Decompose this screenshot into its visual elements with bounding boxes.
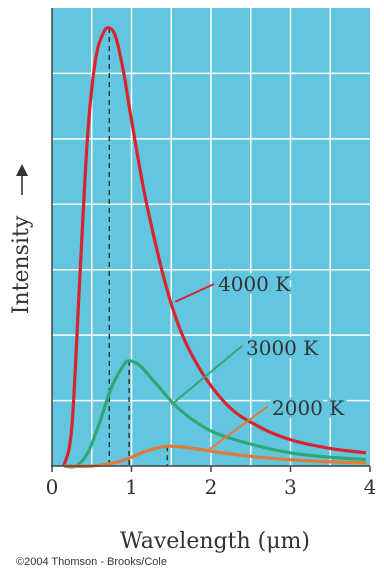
x-tick-label: 3: [284, 475, 297, 499]
grid: [52, 8, 370, 466]
series-label-0: 4000 K: [218, 272, 291, 296]
x-tick-label: 1: [125, 475, 138, 499]
label-leader-2: [206, 405, 269, 452]
series-line-2: [63, 444, 367, 468]
series-layer: [62, 26, 367, 469]
x-axis-title: Wavelength (μm): [120, 529, 310, 554]
label-leader-1: [170, 345, 243, 406]
series-label-1: 3000 K: [246, 336, 319, 360]
label-leader-0: [174, 283, 215, 303]
y-axis-title: Intensity: [9, 215, 34, 314]
series-line-0: [62, 26, 367, 467]
axes: 0 1 2 3 4: [46, 8, 377, 499]
x-tick-label: 2: [205, 475, 218, 499]
series-line-1: [63, 359, 367, 469]
y-axis-title-group: Intensity: [9, 164, 34, 314]
curve-labels: 4000 K 3000 K 2000 K: [170, 269, 348, 452]
copyright-notice: ©2004 Thomson - Brooks/Cole: [16, 556, 167, 568]
series-label-2: 2000 K: [272, 396, 345, 420]
x-tick-label: 0: [46, 475, 59, 499]
x-tick-label: 4: [364, 475, 377, 499]
y-axis-arrow-icon: [16, 164, 28, 176]
